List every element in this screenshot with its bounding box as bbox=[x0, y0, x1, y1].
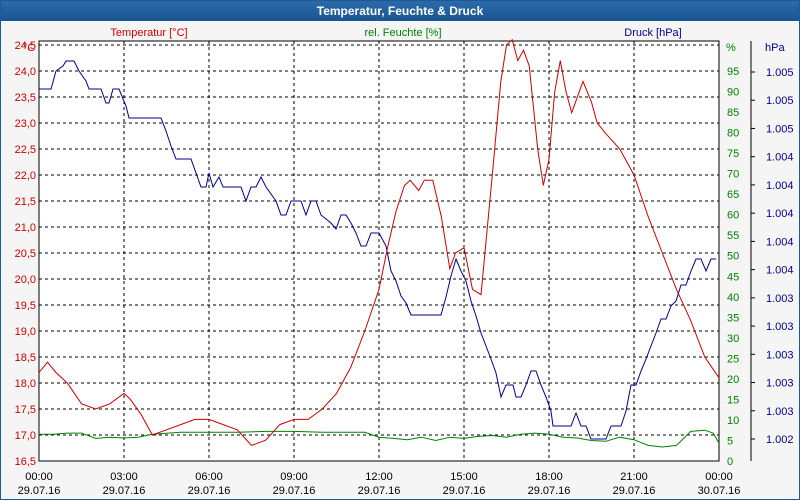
x-tick-date: 29.07.16 bbox=[358, 485, 401, 497]
humidity-tick-label: 75 bbox=[727, 148, 739, 160]
humidity-tick-label: 85 bbox=[727, 107, 739, 119]
humidity-tick-label: 55 bbox=[727, 230, 739, 242]
humidity-tick-label: 90 bbox=[727, 87, 739, 99]
humidity-tick-label: 95 bbox=[727, 66, 739, 78]
pressure-unit: hPa bbox=[765, 42, 785, 54]
pressure-tick-labels: 1.002 1.003 1.003 1.003 1.003 1.003 1.004 1.004… bbox=[751, 67, 794, 446]
x-tick-date: 29.07.16 bbox=[103, 485, 146, 497]
x-tick-time: 15:00 bbox=[450, 471, 478, 483]
humidity-tick-label: 20 bbox=[727, 374, 739, 386]
humidity-tick-label: 45 bbox=[727, 271, 739, 283]
x-tick-time: 18:00 bbox=[535, 471, 563, 483]
pressure-tick-label: 1.004 bbox=[766, 180, 794, 192]
temperature-tick-label: 24,5 bbox=[15, 40, 36, 52]
x-tick-time: 00:00 bbox=[705, 471, 733, 483]
temperature-tick-label: 19,5 bbox=[15, 300, 36, 312]
temperature-tick-label: 20,5 bbox=[15, 248, 36, 260]
pressure-tick-label: 1.003 bbox=[766, 293, 794, 305]
pressure-tick-label: 1.004 bbox=[766, 236, 794, 248]
humidity-tick-label: 25 bbox=[727, 353, 739, 365]
humidity-tick-label: 35 bbox=[727, 312, 739, 324]
x-tick-time: 21:00 bbox=[620, 471, 648, 483]
temperature-tick-label: 21,0 bbox=[15, 222, 36, 234]
humidity-tick-labels: 0 5 10 15 20 25 30 35 40 45 50 55 60 65 70 75 80 85 90 95 bbox=[727, 66, 739, 468]
pressure-tick-label: 1.003 bbox=[766, 406, 794, 418]
window-title: Temperatur, Feuchte & Druck bbox=[1, 1, 799, 21]
humidity-tick-label: 40 bbox=[727, 292, 739, 304]
humidity-tick-label: 50 bbox=[727, 251, 739, 263]
pressure-tick-label: 1.005 bbox=[766, 67, 794, 79]
x-tick-date: 29.07.16 bbox=[443, 485, 486, 497]
temperature-series-line bbox=[38, 38, 720, 446]
pressure-tick-label: 1.004 bbox=[766, 208, 794, 220]
temperature-tick-label: 20,0 bbox=[15, 274, 36, 286]
humidity-tick-label: 70 bbox=[727, 169, 739, 181]
temperature-tick-label: 16,5 bbox=[15, 456, 36, 468]
humidity-series-line bbox=[39, 429, 720, 448]
pressure-tick-label: 1.002 bbox=[766, 434, 794, 446]
x-tick-time: 06:00 bbox=[195, 471, 223, 483]
pressure-axis-title: Druck [hPa] bbox=[624, 27, 681, 39]
humidity-tick-label: 15 bbox=[727, 394, 739, 406]
temperature-tick-label: 21,5 bbox=[15, 196, 36, 208]
temperature-tick-label: 17,5 bbox=[15, 404, 36, 416]
humidity-axis-title: rel. Feuchte [%] bbox=[364, 27, 441, 39]
pressure-tick-label: 1.003 bbox=[766, 349, 794, 361]
humidity-tick-label: 60 bbox=[727, 210, 739, 222]
pressure-tick-label: 1.003 bbox=[766, 321, 794, 333]
x-tick-time: 00:00 bbox=[25, 471, 53, 483]
temperature-tick-label: 18,5 bbox=[15, 352, 36, 364]
pressure-tick-label: 1.005 bbox=[766, 95, 794, 107]
humidity-tick-label: 65 bbox=[727, 189, 739, 201]
temperature-axis-title: Temperatur [°C] bbox=[110, 27, 187, 39]
humidity-tick-label: 5 bbox=[727, 435, 733, 447]
pressure-tick-label: 1.005 bbox=[766, 123, 794, 135]
temperature-tick-label: 23,5 bbox=[15, 92, 36, 104]
pressure-tick-label: 1.004 bbox=[766, 265, 794, 277]
x-tick-date: 30.07.16 bbox=[698, 485, 741, 497]
humidity-unit: % bbox=[726, 42, 736, 54]
temperature-tick-label: 18,0 bbox=[15, 378, 36, 390]
x-tick-date: 29.07.16 bbox=[18, 485, 61, 497]
x-tick-time: 09:00 bbox=[280, 471, 308, 483]
humidity-tick-label: 80 bbox=[727, 128, 739, 140]
pressure-series-line bbox=[39, 60, 716, 440]
temperature-tick-label: 17,0 bbox=[15, 430, 36, 442]
x-tick-labels: 00:00 29.07.16 03:00 29.07.16 06:00 29.07.16 0… bbox=[18, 471, 741, 497]
humidity-tick-label: 10 bbox=[727, 415, 739, 427]
humidity-tick-label: 30 bbox=[727, 333, 739, 345]
x-tick-time: 03:00 bbox=[110, 471, 138, 483]
temperature-tick-label: 23,0 bbox=[15, 118, 36, 130]
temperature-tick-labels: 16,5 17,0 17,5 18,0 18,5 19,0 19,5 20,0 20,5 21,0… bbox=[15, 40, 36, 468]
pressure-tick-label: 1.003 bbox=[766, 378, 794, 390]
temperature-tick-label: 22,0 bbox=[15, 170, 36, 182]
x-tick-date: 29.07.16 bbox=[188, 485, 231, 497]
pressure-tick-label: 1.004 bbox=[766, 152, 794, 164]
x-tick-date: 29.07.16 bbox=[273, 485, 316, 497]
humidity-tick-label: 0 bbox=[727, 456, 733, 468]
temperature-tick-label: 24,0 bbox=[15, 66, 36, 78]
temperature-unit: °C bbox=[23, 42, 35, 54]
plot-border bbox=[38, 40, 720, 462]
temperature-tick-label: 22,5 bbox=[15, 144, 36, 156]
x-tick-date: 29.07.16 bbox=[528, 485, 571, 497]
x-tick-date: 29.07.16 bbox=[613, 485, 656, 497]
x-tick-time: 12:00 bbox=[365, 471, 393, 483]
temperature-tick-label: 19,0 bbox=[15, 326, 36, 338]
grid bbox=[39, 41, 719, 461]
